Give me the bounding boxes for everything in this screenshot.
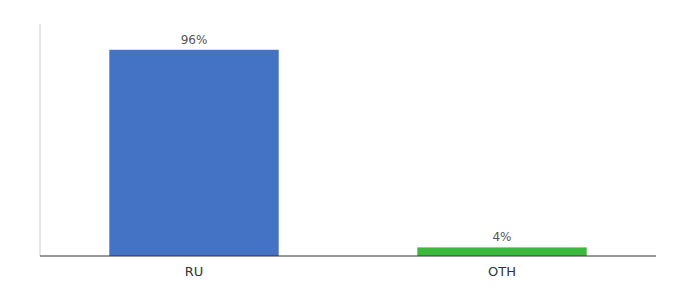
data-label: 4%	[492, 230, 511, 244]
data-label: 96%	[181, 33, 208, 47]
chart-svg: RU OTH 96% 4%	[0, 0, 680, 300]
bar	[417, 247, 586, 256]
x-tick-label: RU	[185, 264, 204, 279]
x-tick-label: OTH	[488, 264, 516, 279]
bars	[109, 50, 586, 256]
chart-container: RU OTH 96% 4%	[0, 0, 680, 300]
x-axis-line	[40, 256, 656, 257]
bar	[109, 50, 278, 256]
y-axis-line	[40, 24, 41, 256]
